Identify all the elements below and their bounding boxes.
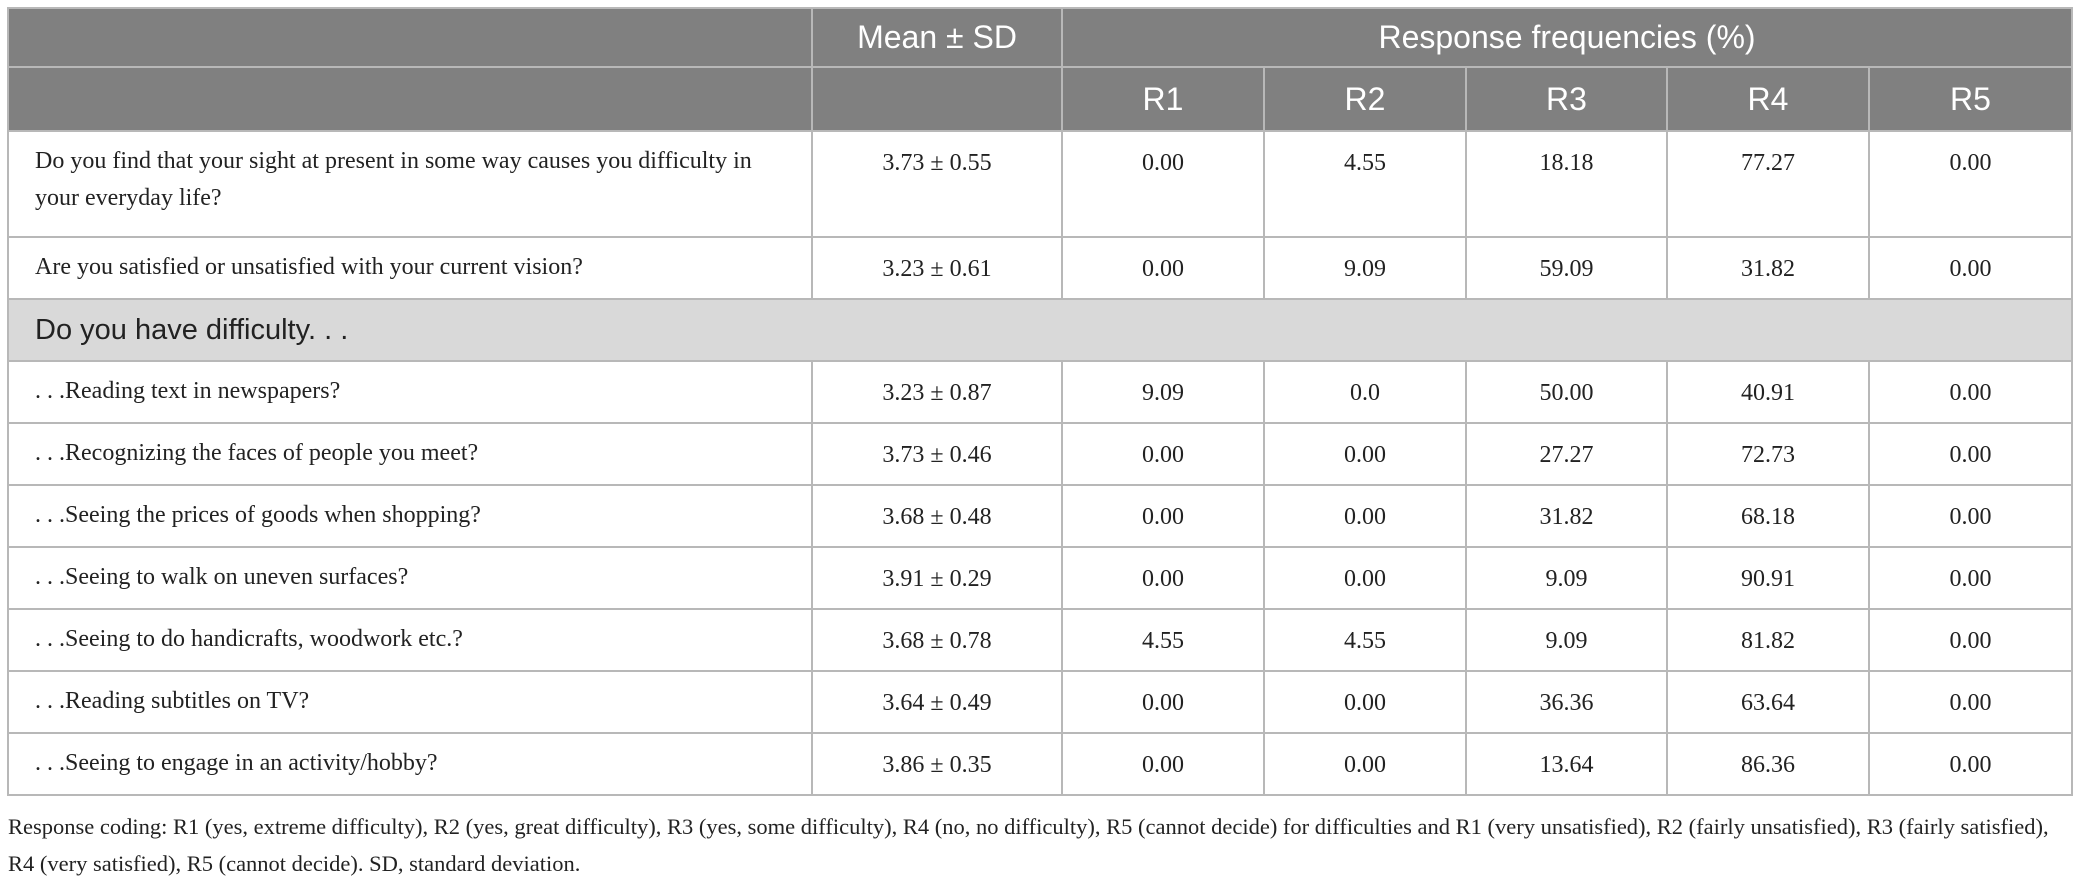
question-cell: . . .Reading subtitles on TV? [7,670,813,734]
value-cell: 9.09 [1263,236,1467,300]
value-cell: 0.00 [1263,484,1467,548]
value-cell: 0.00 [1061,422,1265,486]
value-cell: 50.00 [1465,360,1668,424]
table-row: . . .Reading subtitles on TV? 3.64 ± 0.49… [7,670,2074,734]
question-cell: . . .Seeing to engage in an activity/hob… [7,732,813,796]
value-cell: 0.00 [1263,732,1467,796]
value-cell: 0.00 [1867,546,2074,610]
value-cell: 0.00 [1867,236,2074,300]
value-cell: 0.00 [1061,546,1265,610]
mean-sd-cell: 3.23 ± 0.61 [811,236,1063,300]
value-cell: 0.00 [1867,360,2074,424]
table-row: Are you satisfied or unsatisfied with yo… [7,236,2074,300]
mean-sd-cell: 3.68 ± 0.78 [811,608,1063,672]
mean-sd-cell: 3.73 ± 0.55 [811,130,1063,238]
value-cell: 86.36 [1666,732,1870,796]
value-cell: 0.0 [1263,360,1467,424]
table-row: Do you find that your sight at present i… [7,130,2074,238]
table-row: . . .Reading text in newspapers? 3.23 ± 0… [7,360,2074,424]
value-cell: 0.00 [1867,732,2074,796]
section-cell: Do you have difficulty. . . [6,298,2074,362]
value-cell: 0.00 [1061,732,1265,796]
table-row: . . .Recognizing the faces of people you… [7,422,2074,486]
value-cell: 13.64 [1465,732,1668,796]
question-cell: . . .Recognizing the faces of people you… [7,422,813,486]
table-row: . . .Seeing to walk on uneven surfaces? 3… [7,546,2074,610]
mean-sd-cell: 3.68 ± 0.48 [811,484,1063,548]
value-cell: 77.27 [1666,130,1870,238]
header-cell: R5 [1867,66,2074,132]
question-cell: . . .Seeing the prices of goods when sho… [7,484,813,548]
value-cell: 0.00 [1867,670,2074,734]
value-cell: 0.00 [1061,236,1265,300]
value-cell: 0.00 [1867,130,2074,238]
value-cell: 59.09 [1465,236,1668,300]
value-cell: 4.55 [1263,130,1467,238]
question-cell: . . .Seeing to do handicrafts, woodwork … [7,608,813,672]
value-cell: 9.09 [1465,546,1668,610]
table-row: . . .Seeing to do handicrafts, woodwork … [7,608,2074,672]
value-cell: 9.09 [1061,360,1265,424]
value-cell: 0.00 [1061,484,1265,548]
question-cell: Are you satisfied or unsatisfied with yo… [7,236,813,300]
header-cell: R1 [1061,66,1265,132]
value-cell: 31.82 [1465,484,1668,548]
value-cell: 0.00 [1867,484,2074,548]
value-cell: 18.18 [1465,130,1668,238]
value-cell: 4.55 [1263,608,1467,672]
header-cell: Response frequencies (%) [1060,7,2074,68]
section-row: Do you have difficulty. . . [6,298,2074,362]
header-cell [7,66,813,132]
results-table: Mean ± SD Response frequencies (%) R1 R2 R… [6,7,2074,796]
header-cell: R3 [1465,66,1668,132]
value-cell: 81.82 [1666,608,1870,672]
header-cell: Mean ± SD [811,7,1063,68]
mean-sd-cell: 3.91 ± 0.29 [811,546,1063,610]
question-cell: . . .Reading text in newspapers? [7,360,813,424]
table-row: . . .Seeing the prices of goods when sho… [7,484,2074,548]
value-cell: 90.91 [1666,546,1870,610]
value-cell: 36.36 [1465,670,1668,734]
value-cell: 0.00 [1263,422,1467,486]
value-cell: 0.00 [1867,608,2074,672]
value-cell: 68.18 [1666,484,1870,548]
question-cell: . . .Seeing to walk on uneven surfaces? [7,546,813,610]
table-row: . . .Seeing to engage in an activity/hob… [7,732,2074,796]
header-cell [811,66,1063,132]
value-cell: 0.00 [1263,546,1467,610]
value-cell: 0.00 [1061,670,1265,734]
question-cell: Do you find that your sight at present i… [7,130,813,238]
value-cell: 72.73 [1666,422,1870,486]
value-cell: 0.00 [1061,130,1265,238]
value-cell: 0.00 [1263,670,1467,734]
mean-sd-cell: 3.86 ± 0.35 [811,732,1063,796]
header-cell: R4 [1666,66,1870,132]
footnote: Response coding: R1 (yes, extreme diffic… [8,814,2049,876]
value-cell: 0.00 [1867,422,2074,486]
value-cell: 4.55 [1061,608,1265,672]
header-cell: R2 [1263,66,1467,132]
mean-sd-cell: 3.23 ± 0.87 [811,360,1063,424]
header-cell [7,7,813,68]
mean-sd-cell: 3.64 ± 0.49 [811,670,1063,734]
value-cell: 40.91 [1666,360,1870,424]
mean-sd-cell: 3.73 ± 0.46 [811,422,1063,486]
value-cell: 27.27 [1465,422,1668,486]
value-cell: 63.64 [1666,670,1870,734]
value-cell: 9.09 [1465,608,1668,672]
value-cell: 31.82 [1666,236,1870,300]
